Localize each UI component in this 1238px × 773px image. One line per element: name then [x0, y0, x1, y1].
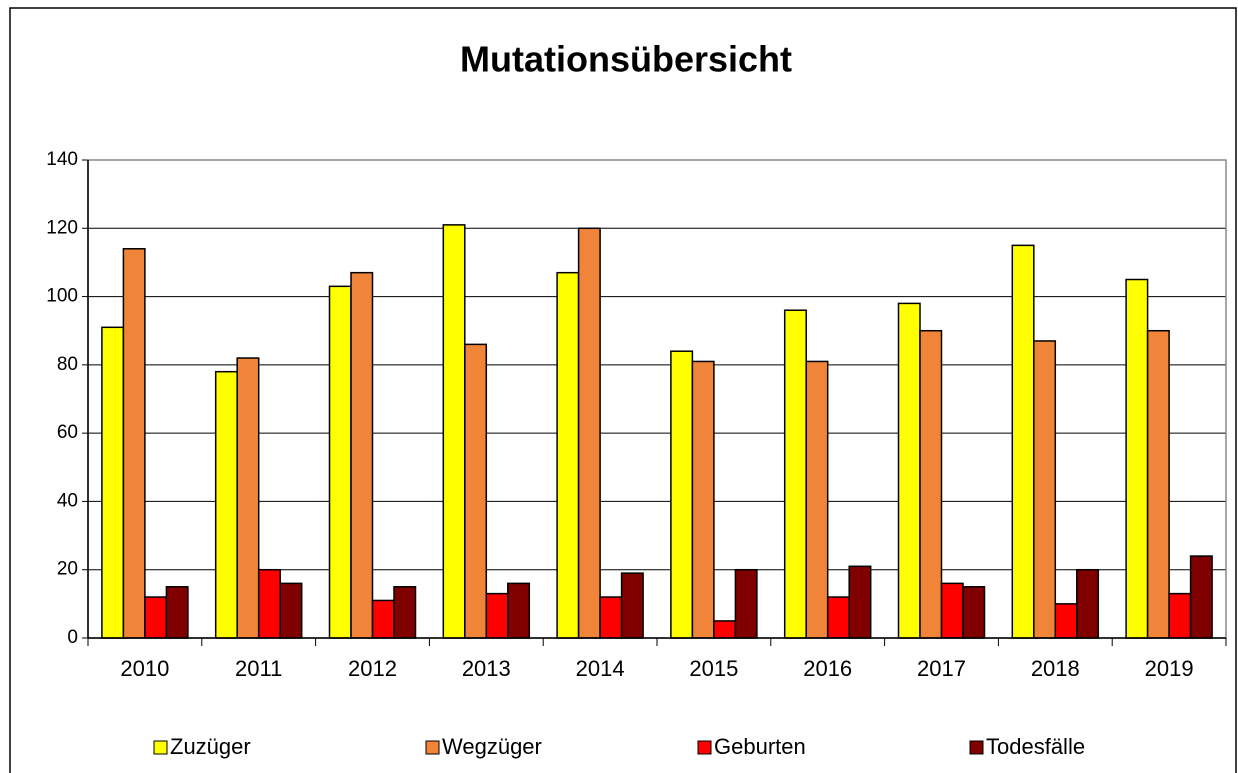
bar: [1076, 568, 1100, 639]
y-tick-label: 120: [46, 217, 78, 238]
bar: [691, 360, 715, 639]
bar: [122, 248, 146, 639]
y-tick-label: 140: [46, 149, 78, 170]
bar: [144, 596, 168, 639]
bar: [214, 370, 238, 639]
bar: [236, 357, 260, 639]
x-tick-label: 2016: [803, 656, 852, 681]
x-tick-label: 2010: [120, 656, 169, 681]
bar: [556, 271, 580, 639]
bar: [464, 343, 488, 639]
bar: [1189, 555, 1213, 639]
bar: [897, 302, 921, 639]
bar: [577, 227, 601, 639]
bar: [1125, 278, 1149, 639]
bar: [442, 224, 466, 639]
x-tick-label: 2019: [1145, 656, 1194, 681]
bar: [962, 586, 986, 639]
bar: [393, 586, 417, 639]
bar: [371, 599, 395, 639]
y-tick-label: 0: [67, 627, 78, 648]
x-tick-label: 2014: [576, 656, 625, 681]
legend-label: Todesfälle: [986, 734, 1085, 759]
x-tick-label: 2018: [1031, 656, 1080, 681]
bar: [257, 568, 281, 639]
bar: [783, 309, 807, 639]
bar: [713, 620, 737, 639]
legend-swatch: [697, 740, 712, 755]
bar: [165, 586, 189, 639]
y-tick-label: 60: [57, 422, 78, 443]
bar: [670, 350, 694, 639]
x-tick-label: 2017: [917, 656, 966, 681]
bar: [734, 568, 758, 639]
bar: [1011, 244, 1035, 639]
bar: [805, 360, 829, 639]
bar: [599, 596, 623, 639]
x-tick-label: 2011: [235, 656, 282, 681]
legend-swatch: [153, 740, 168, 755]
bar: [1146, 329, 1170, 639]
bar: [279, 582, 303, 639]
bar: [826, 596, 850, 639]
x-tick-label: 2012: [348, 656, 397, 681]
legend-label: Zuzüger: [170, 734, 251, 759]
bar: [328, 285, 352, 639]
x-tick-label: 2015: [689, 656, 738, 681]
x-tick-label: 2013: [462, 656, 511, 681]
legend-label: Geburten: [714, 734, 806, 759]
bar: [350, 271, 374, 639]
bar: [485, 592, 509, 639]
bar: [507, 582, 531, 639]
chart-frame: [9, 7, 1237, 773]
y-tick-label: 100: [46, 286, 78, 307]
legend-label: Wegzüger: [442, 734, 542, 759]
bar: [1033, 340, 1057, 639]
bar: [101, 326, 125, 639]
y-tick-label: 80: [57, 354, 78, 375]
legend-swatch: [425, 740, 440, 755]
bar: [940, 582, 964, 639]
bar: [848, 565, 872, 639]
legend-swatch: [969, 740, 984, 755]
chart-title: Mutationsübersicht: [460, 39, 792, 80]
bar: [919, 329, 943, 639]
bar: [1168, 592, 1192, 639]
y-tick-label: 40: [57, 490, 78, 511]
bar: [1054, 603, 1078, 639]
y-tick-label: 20: [57, 559, 78, 580]
bar: [620, 572, 644, 639]
